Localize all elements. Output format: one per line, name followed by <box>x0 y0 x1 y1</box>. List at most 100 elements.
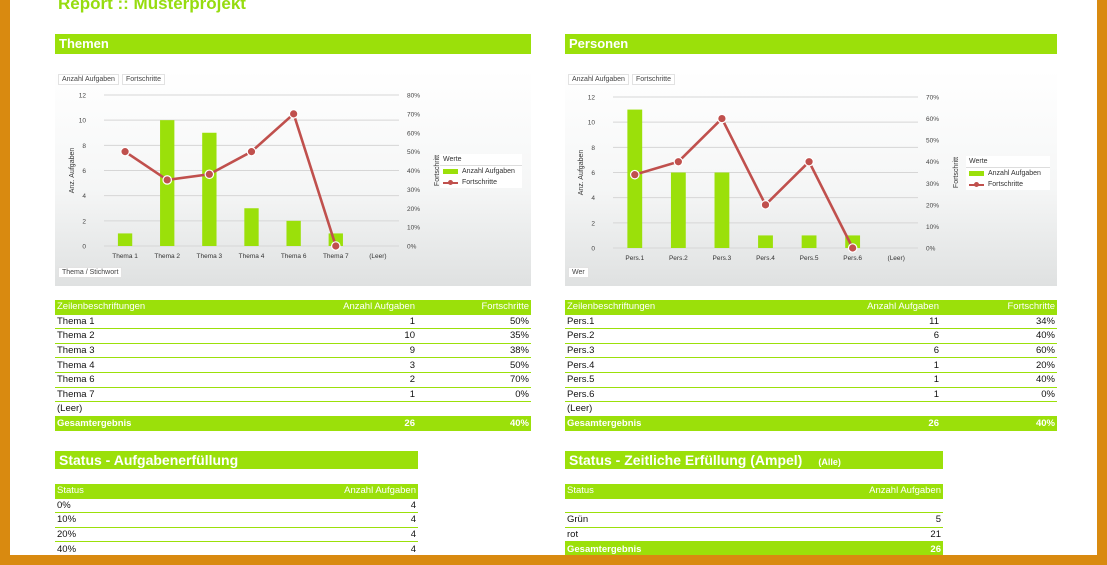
bar-swatch <box>443 169 458 174</box>
personen-chart-svg: 0 2 4 6 8 10 12 0% 10% 20% 30% 40% 50% 60% 70% Anz. Auf… <box>578 95 960 263</box>
themen-chart[interactable]: 0 2 4 6 8 10 12 0% 10% 20% 30% 40% 50% 60% 70% 80% Anz. … <box>55 70 531 286</box>
table-row: Pers.4 1 20% <box>565 357 1057 373</box>
personen-legend: Werte Anzahl Aufgaben Fortschritte <box>966 156 1050 190</box>
col-header[interactable]: Status <box>55 484 255 499</box>
line-point <box>330 241 341 251</box>
table-row: Pers.2 6 40% <box>565 328 1057 344</box>
table-row: Pers.3 6 60% <box>565 343 1057 359</box>
y-tick-label: 8 <box>82 143 86 150</box>
field-chip-fortschritte[interactable]: Fortschritte <box>632 74 676 85</box>
line-point <box>288 109 299 119</box>
x-tick-label: Pers.1 <box>625 255 644 262</box>
field-chip-anzahl[interactable]: Anzahl Aufgaben <box>58 74 119 85</box>
table-row: Thema 1 1 50% <box>55 314 531 330</box>
table-header-row: Zeilenbeschriftungen Anzahl Aufgaben For… <box>565 300 1057 315</box>
cell: Pers.2 <box>565 328 825 344</box>
table-row: 40% 4 <box>55 541 418 555</box>
table-row <box>565 498 943 514</box>
cell: 5 <box>765 512 943 528</box>
status-ampel-table: Status Anzahl Aufgaben Grün 5 rot 21 Gesam… <box>565 484 943 555</box>
cell: 1 <box>305 387 417 403</box>
bar <box>758 235 773 248</box>
cell: 0% <box>417 387 531 403</box>
table-row: Thema 2 10 35% <box>55 328 531 344</box>
cell: 21 <box>765 527 943 543</box>
cell: 6 <box>825 343 941 359</box>
line-point <box>673 156 684 167</box>
y-tick-label: 4 <box>82 193 86 200</box>
table-total-row: Gesamtergebnis 26 40% <box>55 416 531 432</box>
line-point <box>760 200 771 210</box>
y-axis-label: Anz. Aufgaben <box>578 150 585 196</box>
cell: 10 <box>305 328 417 344</box>
cell: 70% <box>417 372 531 388</box>
y-tick-label: 0 <box>82 244 86 251</box>
y2-tick-label: 30% <box>407 187 420 194</box>
cell: rot <box>565 527 765 543</box>
cell: 60% <box>941 343 1057 359</box>
filter-value[interactable]: (Alle) <box>818 457 841 467</box>
col-header[interactable]: Status <box>565 484 765 499</box>
y2-tick-label: 50% <box>407 149 420 156</box>
table-row: (Leer) <box>55 401 531 417</box>
y-tick-label: 6 <box>82 168 86 175</box>
table-row: Pers.6 1 0% <box>565 387 1057 403</box>
col-header[interactable]: Zeilenbeschriftungen <box>565 300 825 315</box>
table-row: Thema 3 9 38% <box>55 343 531 359</box>
cell: 1 <box>825 357 941 373</box>
cell <box>417 401 531 417</box>
bar <box>244 208 259 246</box>
y-tick-label: 4 <box>591 195 595 202</box>
table-row: Thema 4 3 50% <box>55 357 531 373</box>
line-point <box>629 169 640 180</box>
table-row: Pers.1 11 34% <box>565 314 1057 330</box>
table-header-row: Status Anzahl Aufgaben <box>565 484 943 499</box>
cell: 4 <box>255 512 418 528</box>
table-header-row: Status Anzahl Aufgaben <box>55 484 418 499</box>
personen-chart[interactable]: 0 2 4 6 8 10 12 0% 10% 20% 30% 40% 50% 60% 70% Anz. Auf… <box>565 70 1057 286</box>
row-field-chip[interactable]: Wer <box>568 267 589 278</box>
col-header[interactable]: Zeilenbeschriftungen <box>55 300 305 315</box>
legend-line-label: Fortschritte <box>462 179 498 186</box>
col-header: Anzahl Aufgaben <box>765 484 943 499</box>
y-tick-label: 0 <box>591 246 595 253</box>
table-header-row: Zeilenbeschriftungen Anzahl Aufgaben For… <box>55 300 531 315</box>
cell: Gesamtergebnis <box>565 416 825 432</box>
cell <box>825 401 941 417</box>
cell <box>565 498 765 514</box>
cell: Grün <box>565 512 765 528</box>
field-chip-anzahl[interactable]: Anzahl Aufgaben <box>568 74 629 85</box>
field-chip-fortschritte[interactable]: Fortschritte <box>122 74 166 85</box>
y2-tick-label: 10% <box>926 224 939 231</box>
cell: Thema 6 <box>55 372 305 388</box>
x-tick-label: Pers.4 <box>756 255 775 262</box>
cell: 26 <box>305 416 417 432</box>
status-aufgaben-table: Status Anzahl Aufgaben 0% 4 10% 4 20% 4 40%… <box>55 484 418 555</box>
cell: 20% <box>941 357 1057 373</box>
cell: (Leer) <box>55 401 305 417</box>
line-point <box>120 146 130 157</box>
y-tick-label: 10 <box>588 120 596 127</box>
cell <box>765 498 943 514</box>
status-ampel-title: Status - Zeitliche Erfüllung (Ampel) <box>569 452 803 468</box>
y2-tick-label: 10% <box>407 225 420 232</box>
y-tick-label: 6 <box>591 170 595 177</box>
legend-item-bar: Anzahl Aufgaben <box>966 168 1050 179</box>
personen-table: Zeilenbeschriftungen Anzahl Aufgaben For… <box>565 300 1057 432</box>
cell: 4 <box>255 527 418 543</box>
status-ampel-header: Status - Zeitliche Erfüllung (Ampel) (All… <box>565 451 943 469</box>
cell: Thema 1 <box>55 314 305 330</box>
x-tick-label: Thema 7 <box>323 253 349 260</box>
cell: 40% <box>55 541 255 555</box>
x-tick-label: Thema 4 <box>239 253 265 260</box>
themen-legend: Werte Anzahl Aufgaben Fortschritte <box>440 154 522 188</box>
x-tick-label: Pers.6 <box>843 255 862 262</box>
cell: 0% <box>941 387 1057 403</box>
progress-line <box>634 116 854 249</box>
row-field-chip[interactable]: Thema / Stichwort <box>58 267 123 278</box>
y2-tick-label: 70% <box>926 95 939 102</box>
progress-line <box>124 111 338 247</box>
cell: 40% <box>941 372 1057 388</box>
col-header: Anzahl Aufgaben <box>305 300 417 315</box>
y2-tick-label: 70% <box>407 111 420 118</box>
